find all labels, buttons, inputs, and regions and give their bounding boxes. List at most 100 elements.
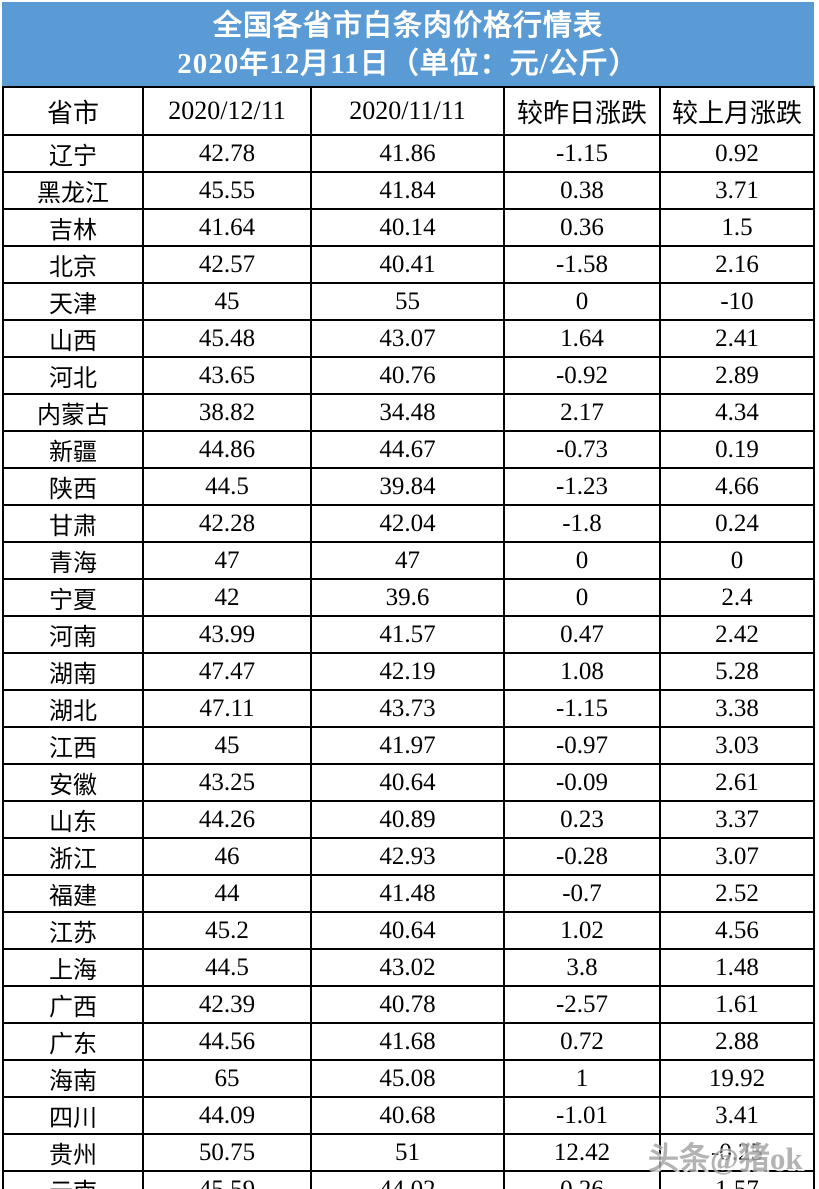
table-row: 北京 42.57 40.41 -1.58 2.16: [2, 245, 815, 284]
value-cell: 45.08: [310, 1059, 505, 1098]
province-cell: 青海: [2, 541, 144, 580]
value-cell: 41.97: [310, 726, 505, 765]
value-cell: 47.47: [142, 652, 312, 691]
value-cell: 0: [503, 541, 661, 580]
value-cell: 4.66: [659, 467, 815, 506]
value-cell: -0.97: [503, 726, 661, 765]
value-cell: 40.89: [310, 800, 505, 839]
value-cell: 42: [142, 578, 312, 617]
value-cell: 44.09: [142, 1096, 312, 1135]
value-cell: 40.64: [310, 763, 505, 802]
province-cell: 辽宁: [2, 134, 144, 173]
value-cell: 40.14: [310, 208, 505, 247]
table-row: 山西 45.48 43.07 1.64 2.41: [2, 319, 815, 358]
province-cell: 江苏: [2, 911, 144, 950]
value-cell: -0.7: [503, 874, 661, 913]
value-cell: 44.26: [142, 800, 312, 839]
value-cell: 2.17: [503, 393, 661, 432]
title-banner: 全国各省市白条肉价格行情表 2020年12月11日（单位：元/公斤）: [2, 2, 814, 86]
value-cell: 44.56: [142, 1022, 312, 1061]
province-cell: 广东: [2, 1022, 144, 1061]
value-cell: 43.65: [142, 356, 312, 395]
province-cell: 上海: [2, 948, 144, 987]
value-cell: 44.5: [142, 467, 312, 506]
value-cell: 3.07: [659, 837, 815, 876]
value-cell: 1.5: [659, 208, 815, 247]
province-cell: 宁夏: [2, 578, 144, 617]
value-cell: 0.24: [659, 504, 815, 543]
value-cell: 1.02: [503, 911, 661, 950]
province-cell: 山西: [2, 319, 144, 358]
table-row: 江西 45 41.97 -0.97 3.03: [2, 726, 815, 765]
value-cell: 4.56: [659, 911, 815, 950]
value-cell: 42.28: [142, 504, 312, 543]
province-cell: 北京: [2, 245, 144, 284]
value-cell: 55: [310, 282, 505, 321]
value-cell: 44.5: [142, 948, 312, 987]
value-cell: 42.78: [142, 134, 312, 173]
value-cell: 47: [142, 541, 312, 580]
table-row: 宁夏 42 39.6 0 2.4: [2, 578, 815, 617]
value-cell: 3.41: [659, 1096, 815, 1135]
table-row: 贵州 50.75 51 12.42 -0.25: [2, 1133, 815, 1172]
col-header-date-current: 2020/12/11: [142, 86, 312, 136]
table-row: 湖南 47.47 42.19 1.08 5.28: [2, 652, 815, 691]
value-cell: -0.09: [503, 763, 661, 802]
value-cell: 42.93: [310, 837, 505, 876]
value-cell: 0.72: [503, 1022, 661, 1061]
table-row: 湖北 47.11 43.73 -1.15 3.38: [2, 689, 815, 728]
province-cell: 湖南: [2, 652, 144, 691]
value-cell: 43.07: [310, 319, 505, 358]
province-cell: 江西: [2, 726, 144, 765]
value-cell: 45.59: [142, 1170, 312, 1189]
value-cell: 19.92: [659, 1059, 815, 1098]
province-cell: 吉林: [2, 208, 144, 247]
value-cell: 46: [142, 837, 312, 876]
province-cell: 浙江: [2, 837, 144, 876]
value-cell: -1.23: [503, 467, 661, 506]
value-cell: 41.48: [310, 874, 505, 913]
province-cell: 湖北: [2, 689, 144, 728]
value-cell: 3.37: [659, 800, 815, 839]
value-cell: 43.73: [310, 689, 505, 728]
value-cell: -2.57: [503, 985, 661, 1024]
value-cell: 0.38: [503, 171, 661, 210]
value-cell: 3.38: [659, 689, 815, 728]
value-cell: 4.34: [659, 393, 815, 432]
value-cell: 39.6: [310, 578, 505, 617]
table-row: 福建 44 41.48 -0.7 2.52: [2, 874, 815, 913]
province-cell: 云南: [2, 1170, 144, 1189]
province-cell: 河北: [2, 356, 144, 395]
table-row: 河北 43.65 40.76 -0.92 2.89: [2, 356, 815, 395]
province-cell: 天津: [2, 282, 144, 321]
value-cell: 39.84: [310, 467, 505, 506]
value-cell: 0.23: [503, 800, 661, 839]
table-row: 黑龙江 45.55 41.84 0.38 3.71: [2, 171, 815, 210]
col-header-month-change: 较上月涨跌: [659, 86, 815, 136]
province-cell: 福建: [2, 874, 144, 913]
value-cell: 38.82: [142, 393, 312, 432]
value-cell: 3.03: [659, 726, 815, 765]
value-cell: 2.52: [659, 874, 815, 913]
table-row: 山东 44.26 40.89 0.23 3.37: [2, 800, 815, 839]
value-cell: 0.26: [503, 1170, 661, 1189]
value-cell: 5.28: [659, 652, 815, 691]
table-row: 广西 42.39 40.78 -2.57 1.61: [2, 985, 815, 1024]
value-cell: 44.86: [142, 430, 312, 469]
province-cell: 广西: [2, 985, 144, 1024]
table-row: 吉林 41.64 40.14 0.36 1.5: [2, 208, 815, 247]
table-row: 海南 65 45.08 1 19.92: [2, 1059, 815, 1098]
value-cell: 34.48: [310, 393, 505, 432]
value-cell: 47.11: [142, 689, 312, 728]
value-cell: 43.02: [310, 948, 505, 987]
value-cell: 41.64: [142, 208, 312, 247]
col-header-day-change: 较昨日涨跌: [503, 86, 661, 136]
value-cell: 41.68: [310, 1022, 505, 1061]
value-cell: 44: [142, 874, 312, 913]
value-cell: 1: [503, 1059, 661, 1098]
value-cell: 45.2: [142, 911, 312, 950]
value-cell: 40.41: [310, 245, 505, 284]
table-row: 河南 43.99 41.57 0.47 2.42: [2, 615, 815, 654]
col-header-date-previous: 2020/11/11: [310, 86, 505, 136]
